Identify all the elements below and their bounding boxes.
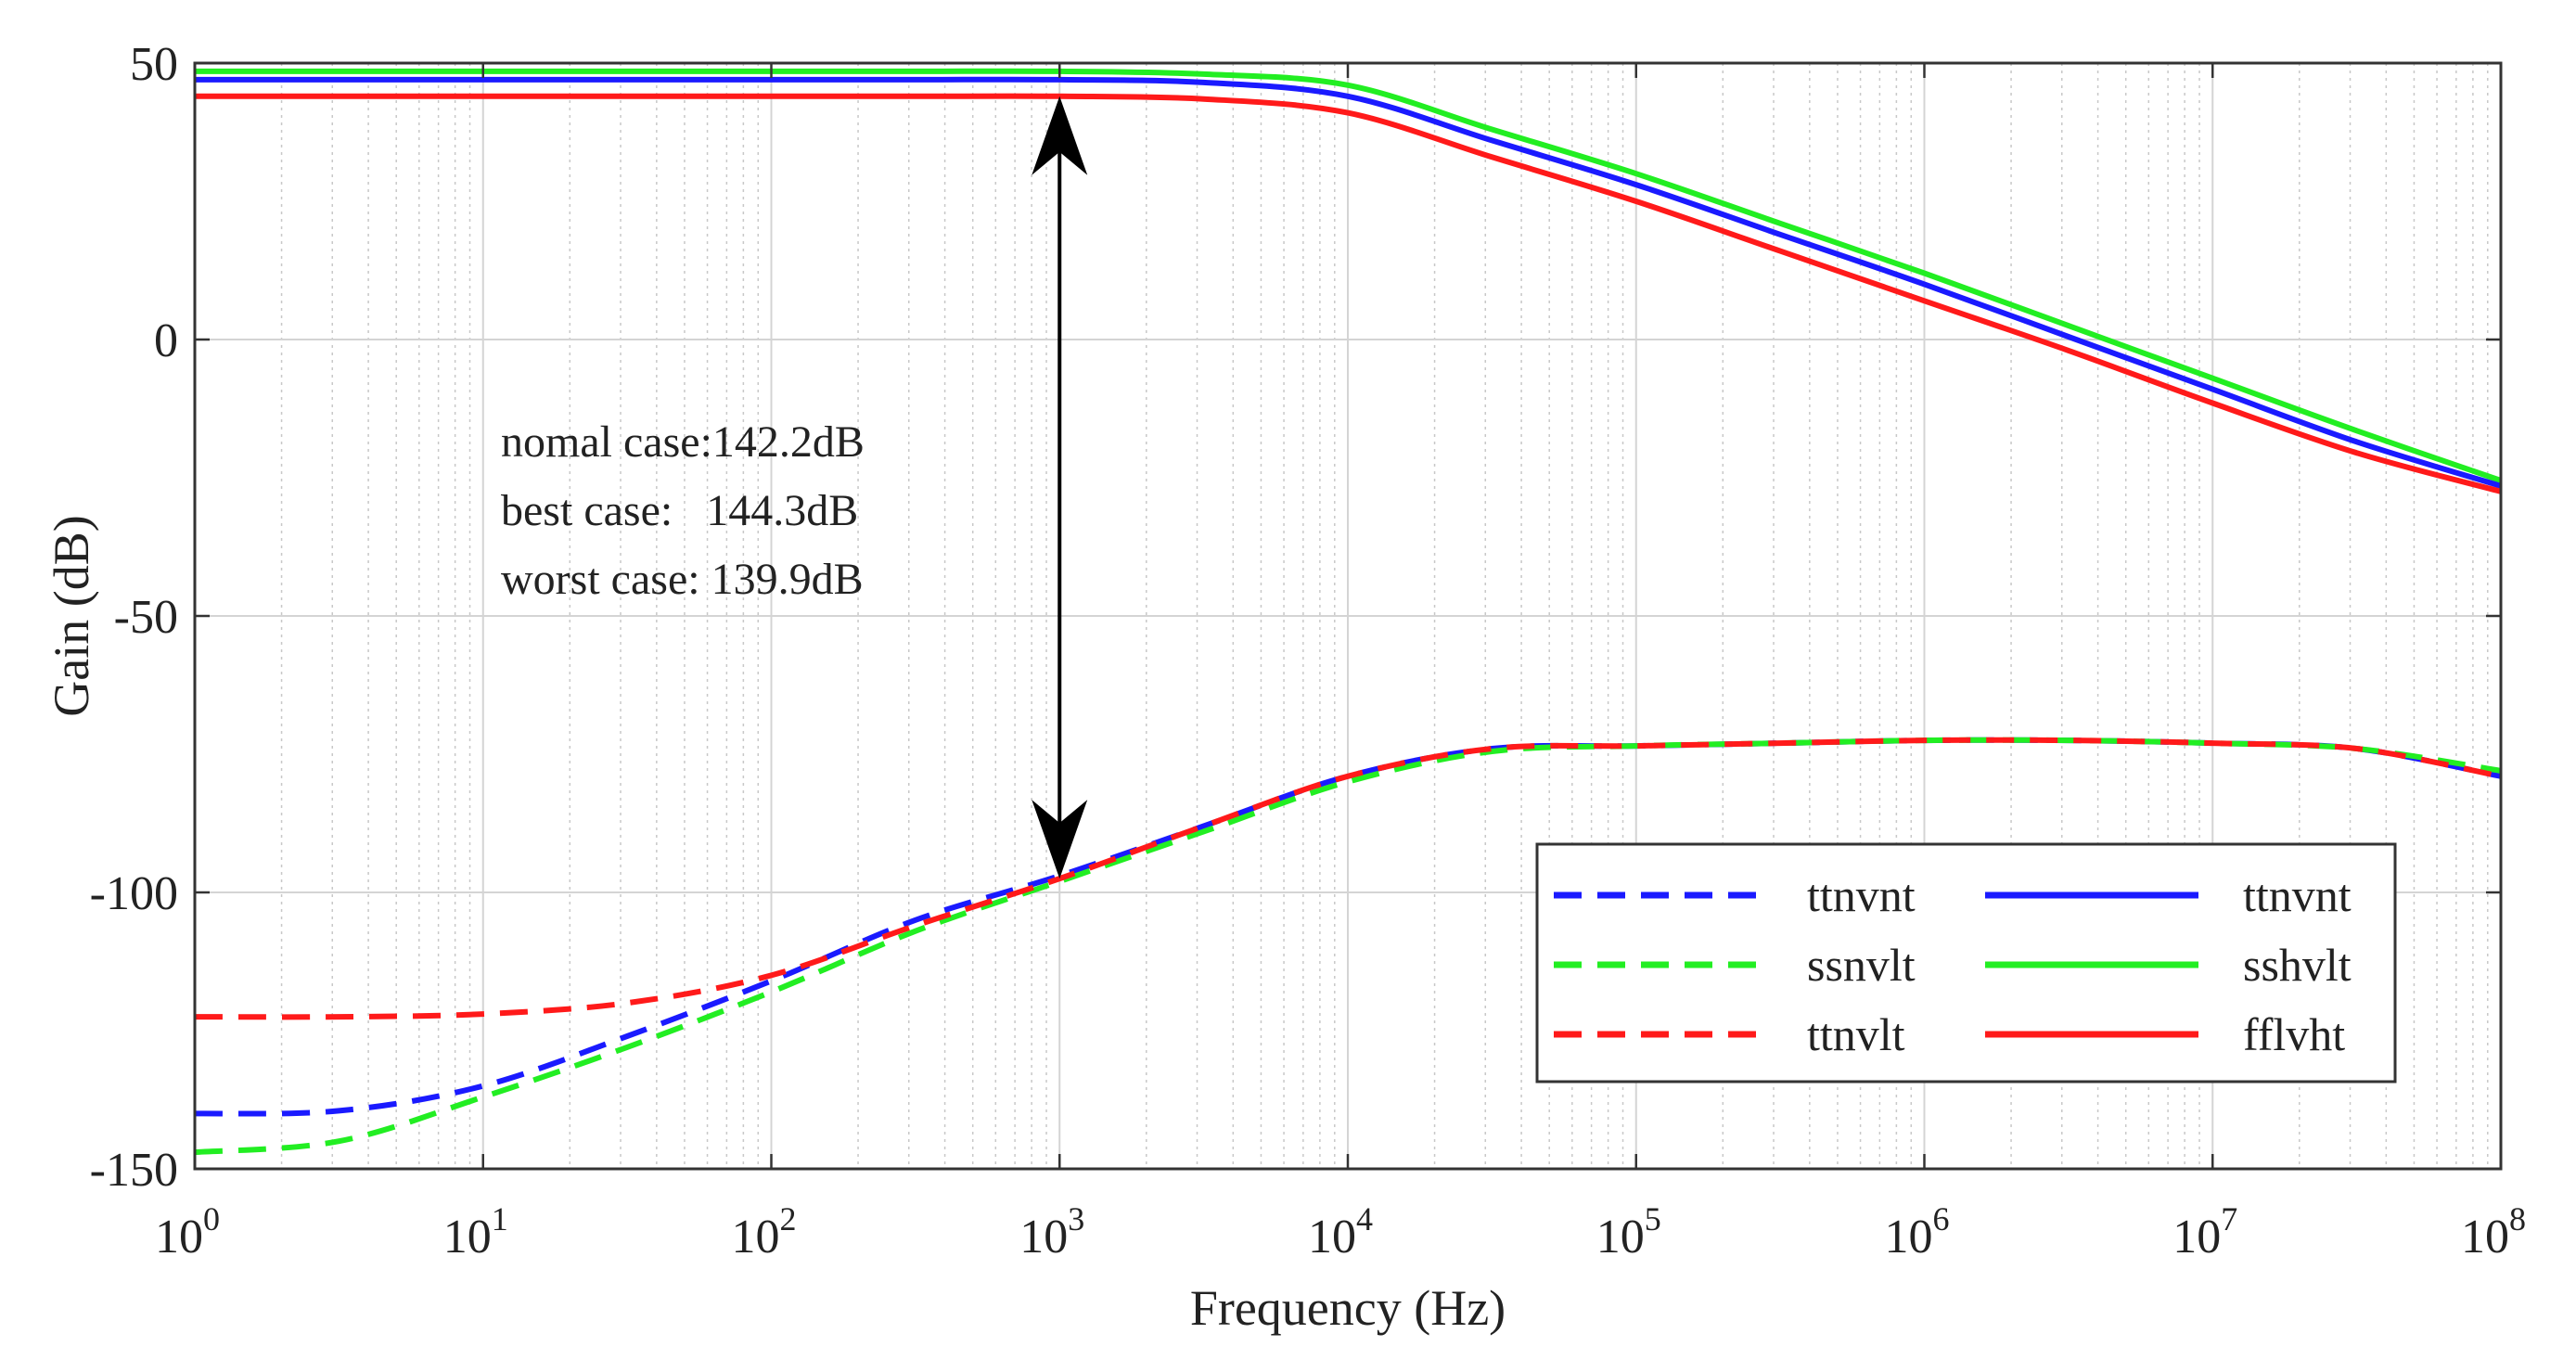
axes-frame	[193, 61, 2503, 1171]
legend: ttnvnt ttnvnt ssnvlt sshvlt ttnvlt fflvht	[1535, 842, 2397, 1083]
legend-box	[1535, 842, 2397, 1083]
axis-ticks: 100 101 102 103 104 105 106 107 108 50 0 -50 -100 -15…	[90, 38, 2526, 1263]
x-tick-label: 104	[1308, 1200, 1373, 1263]
legend-label-solid-fflvht: fflvht	[2243, 1008, 2345, 1060]
annotation-best-case: best case: 144.3dB	[501, 486, 858, 535]
x-tick-label: 102	[732, 1200, 797, 1263]
series-line-dashed-ttnvlt	[194, 737, 2502, 1020]
legend-label-dashed-ttnvlt: ttnvlt	[1807, 1008, 1905, 1060]
x-tick-label: 106	[1885, 1200, 1950, 1263]
y-tick-label: -50	[114, 591, 178, 644]
x-tick-label: 101	[443, 1200, 508, 1263]
x-tick-label: 107	[2172, 1200, 2237, 1263]
x-tick-label: 100	[155, 1200, 220, 1263]
legend-label-solid-ttnvnt: ttnvnt	[2243, 869, 2352, 921]
legend-label-dashed-ttnvnt: ttnvnt	[1807, 869, 1916, 921]
series-line-solid-fflvht	[194, 93, 2502, 494]
annotation-normal-case: nomal case:142.2dB	[501, 417, 865, 467]
x-tick-label: 103	[1019, 1200, 1084, 1263]
x-tick-label: 108	[2461, 1200, 2526, 1263]
series-line-solid-ttnvnt	[194, 76, 2502, 489]
gain-difference-arrow	[1032, 96, 1088, 879]
legend-label-dashed-ssnvlt: ssnvlt	[1807, 939, 1916, 991]
arrow-head-up	[1032, 96, 1088, 175]
series-line-solid-sshvlt	[195, 68, 2502, 483]
y-tick-label: -150	[90, 1144, 178, 1197]
legend-label-solid-sshvlt: sshvlt	[2243, 939, 2352, 991]
x-tick-label: 105	[1596, 1200, 1661, 1263]
y-tick-label: 0	[154, 314, 178, 367]
series-line-dashed-ssnvlt	[194, 737, 2502, 1156]
y-tick-label: -100	[90, 867, 178, 920]
annotation-worst-case: worst case: 139.9dB	[501, 555, 864, 604]
y-tick-label: 50	[130, 38, 178, 91]
arrow-head-down	[1032, 800, 1088, 879]
plot-curves	[194, 68, 2502, 1156]
y-axis-title: Gain (dB)	[44, 515, 99, 716]
x-axis-title: Frequency (Hz)	[1190, 1280, 1506, 1336]
